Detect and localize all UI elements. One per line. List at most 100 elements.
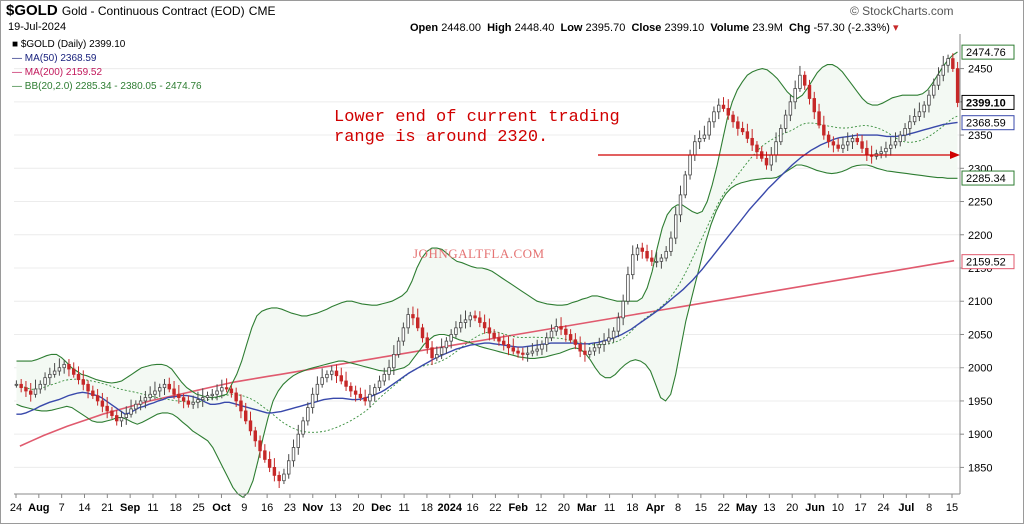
candle-body <box>67 363 71 370</box>
last-value-label: 2368.59 <box>966 118 1006 130</box>
annotation-text: Lower end of current trading range is ar… <box>334 108 620 147</box>
candle-body <box>215 390 219 395</box>
candle-body <box>502 340 506 345</box>
candle-body <box>640 247 644 252</box>
x-tick-label: 8 <box>675 502 681 514</box>
candle-body <box>459 322 463 329</box>
legend-ma200: — MA(200) 2159.52 <box>12 67 103 78</box>
x-tick-label: Feb <box>508 502 528 514</box>
candle-body <box>425 337 429 349</box>
x-tick-label: Jul <box>898 502 914 514</box>
candle-body <box>516 350 520 354</box>
x-tick-label: Oct <box>212 502 231 514</box>
candle-body <box>798 74 802 89</box>
candle-body <box>664 250 668 259</box>
candle-body <box>349 385 353 392</box>
last-value-box <box>961 115 1015 131</box>
candle-body <box>267 459 272 468</box>
candle-body <box>33 388 38 395</box>
candle-body <box>320 377 324 385</box>
candle-body <box>750 137 754 146</box>
candle-body <box>482 322 487 329</box>
candle-body <box>764 157 769 166</box>
candle-body <box>645 250 649 259</box>
candle-body <box>898 134 902 143</box>
x-tick-label: 24 <box>10 502 22 514</box>
y-tick-label: 2200 <box>968 230 992 242</box>
candle-body <box>893 141 898 146</box>
x-tick-label: Aug <box>28 502 49 514</box>
candle-body <box>912 116 917 123</box>
candle-body <box>607 337 611 342</box>
candle-body <box>678 194 683 216</box>
candle-body <box>248 420 253 432</box>
candle-body <box>826 134 831 143</box>
candle-body <box>769 154 773 166</box>
brand-logo: © StockCharts.com <box>850 4 954 18</box>
candle-body <box>602 340 606 345</box>
x-tick-label: 24 <box>877 502 889 514</box>
symbol-description: Gold - Continuous Contract (EOD) <box>61 4 245 18</box>
candle-body <box>717 104 721 113</box>
x-tick-label: Apr <box>646 502 666 514</box>
candle-body <box>783 114 788 129</box>
candle-body <box>368 393 372 402</box>
candle-body <box>406 314 410 329</box>
candle-body <box>277 474 281 482</box>
candle-body <box>38 383 42 390</box>
y-tick-label: 1950 <box>968 396 992 408</box>
candle-body <box>955 68 960 103</box>
x-tick-label: 16 <box>261 502 273 514</box>
candle-body <box>282 473 286 482</box>
candle-body <box>420 327 425 339</box>
x-tick-label: 10 <box>832 502 844 514</box>
candle-body <box>535 348 539 352</box>
candle-body <box>812 98 816 113</box>
candle-body <box>903 128 907 136</box>
candle-body <box>143 397 148 402</box>
candle-body <box>325 373 329 379</box>
candle-body <box>568 334 573 341</box>
candle-body <box>936 74 941 86</box>
y-tick-label: 2250 <box>968 197 992 209</box>
legend-ma50: — MA(50) 2368.59 <box>12 53 97 64</box>
symbol: $GOLD <box>6 2 58 19</box>
candle-body <box>688 154 692 176</box>
candle-body <box>229 388 234 394</box>
x-tick-label: 12 <box>535 502 547 514</box>
candle-body <box>330 370 334 375</box>
candle-body <box>339 375 343 382</box>
candle-body <box>674 214 678 239</box>
candle-body <box>148 393 152 399</box>
candle-body <box>234 392 238 402</box>
candle-body <box>201 397 205 401</box>
last-value-label: 2285.34 <box>966 173 1006 185</box>
candle-body <box>291 447 296 462</box>
x-tick-label: 2024 <box>438 502 463 514</box>
candle-body <box>712 111 716 123</box>
candle-body <box>454 327 458 335</box>
candle-body <box>81 379 85 385</box>
candle-body <box>788 101 793 116</box>
x-tick-label: 8 <box>926 502 932 514</box>
x-tick-label: 16 <box>466 502 478 514</box>
x-tick-label: 21 <box>101 502 113 514</box>
x-tick-label: 17 <box>855 502 867 514</box>
candle-body <box>119 417 124 422</box>
candle-body <box>373 387 377 395</box>
bb-fill <box>16 52 958 498</box>
candle-body <box>478 317 482 323</box>
candle-body <box>43 377 47 385</box>
candle-body <box>100 400 105 407</box>
candle-body <box>497 337 501 342</box>
candle-body <box>860 141 864 149</box>
candle-body <box>530 350 535 354</box>
legend-symbol: ■ $GOLD (Daily) 2399.10 <box>12 39 126 50</box>
candle-body <box>392 354 396 369</box>
x-tick-label: May <box>736 502 758 514</box>
candle-body <box>363 397 367 402</box>
candle-body <box>941 64 945 76</box>
candle-body <box>702 134 707 139</box>
y-tick-label: 2100 <box>968 296 992 308</box>
ohlc-summary: Open 2448.00 High 2448.40 Low 2395.70 Cl… <box>410 22 899 34</box>
